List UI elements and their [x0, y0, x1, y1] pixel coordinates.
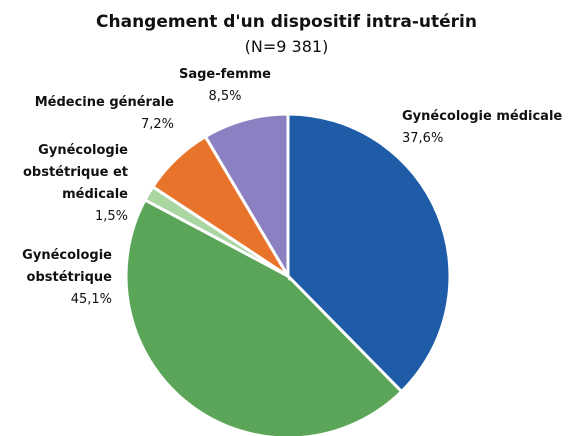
chart-subtitle: (N=9 381): [244, 37, 329, 56]
pie-slice: [286, 112, 452, 394]
category-label: Médecine générale: [34, 95, 174, 110]
slice-label: Médecine générale 7,2%: [0, 92, 174, 136]
category-label: Gynécologie obstétrique et médicale: [22, 143, 128, 202]
category-label: Gynécologie médicale: [402, 109, 563, 124]
value-label: 45,1%: [70, 292, 112, 307]
value-label: 1,5%: [94, 209, 128, 224]
pie-slice: [203, 112, 290, 282]
value-label: 8,5%: [208, 89, 242, 104]
pie-slice: [124, 197, 404, 436]
category-label: Gynécologie obstétrique: [22, 248, 112, 285]
slice-label: Gynécologie obstétrique 45,1%: [0, 245, 112, 311]
slice-label: Gynécologie médicale 37,6%: [402, 106, 572, 150]
category-label: Sage-femme: [178, 67, 272, 82]
value-label: 7,2%: [140, 117, 174, 132]
chart-title: Changement d'un dispositif intra-utérin: [96, 12, 477, 32]
slice-label: Sage-femme 8,5%: [170, 64, 280, 108]
slice-label: Gynécologie obstétrique et médicale 1,5%: [0, 140, 128, 228]
value-label: 37,6%: [402, 131, 444, 146]
